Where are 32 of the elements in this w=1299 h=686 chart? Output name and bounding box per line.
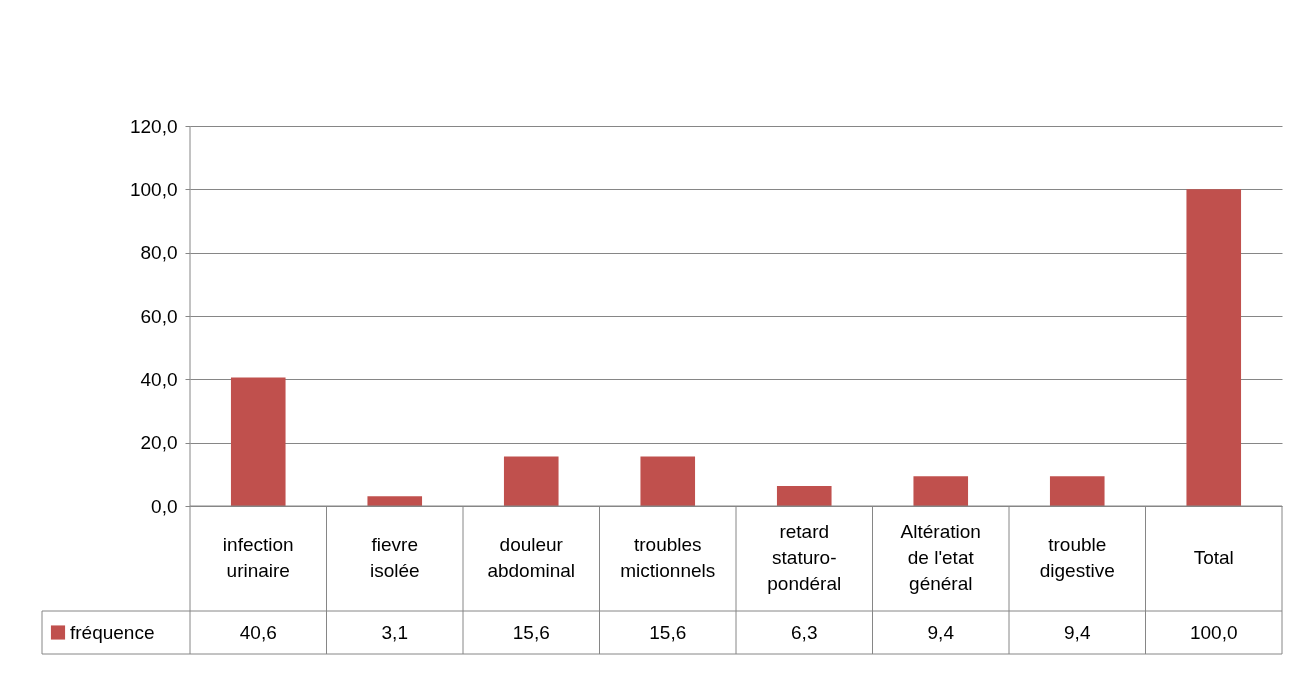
y-tick-label: 80,0 bbox=[140, 242, 178, 264]
data-label: 3,1 bbox=[381, 621, 408, 643]
data-label: 9,4 bbox=[927, 621, 955, 643]
x-tick-label: Altération de l'etat général bbox=[900, 520, 981, 594]
x-tick-label: fievre isolée bbox=[369, 533, 420, 581]
y-tick-label: 100,0 bbox=[129, 178, 178, 200]
bar bbox=[913, 476, 969, 506]
data-label: 15,6 bbox=[649, 621, 687, 643]
x-tick-label: douleur abdominal bbox=[487, 533, 576, 581]
bar bbox=[640, 456, 696, 506]
bar bbox=[1049, 476, 1105, 506]
bar bbox=[776, 486, 832, 506]
bar bbox=[367, 496, 423, 506]
data-label: 9,4 bbox=[1064, 621, 1091, 643]
x-tick-label: Total bbox=[1193, 546, 1234, 568]
y-tick-label: 60,0 bbox=[140, 305, 178, 327]
data-label: 100,0 bbox=[1189, 621, 1238, 643]
x-tick-label: troubles mictionnels bbox=[620, 533, 716, 581]
data-label: 40,6 bbox=[239, 621, 277, 643]
y-tick-label: 40,0 bbox=[140, 368, 178, 390]
y-tick-label: 120,0 bbox=[129, 115, 178, 137]
data-label: 6,3 bbox=[791, 621, 818, 643]
y-tick-label: 0,0 bbox=[151, 495, 178, 517]
legend-label: fréquence bbox=[70, 621, 155, 643]
x-tick-label: infection urinaire bbox=[222, 533, 294, 581]
bar bbox=[230, 377, 286, 506]
bar bbox=[503, 456, 559, 506]
x-tick-label: retard staturo-pondéral bbox=[767, 520, 842, 594]
data-label: 15,6 bbox=[512, 621, 550, 643]
bar bbox=[1186, 189, 1242, 506]
x-tick-label: trouble digestive bbox=[1039, 533, 1115, 581]
y-tick-label: 20,0 bbox=[140, 432, 178, 454]
